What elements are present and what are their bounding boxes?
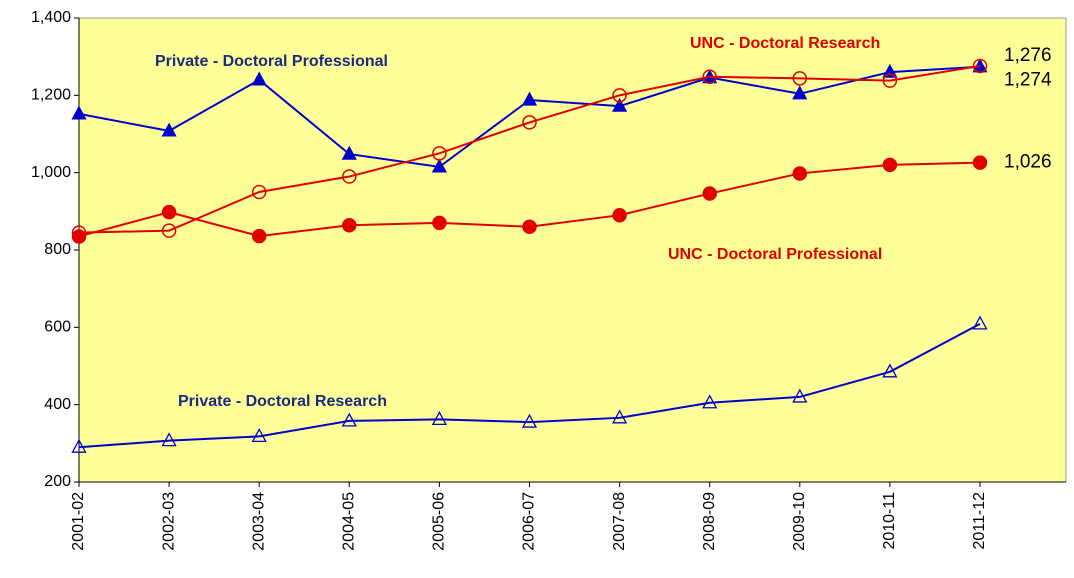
series-label: Private - Doctoral Research	[178, 393, 387, 410]
marker	[341, 145, 357, 160]
marker	[342, 218, 357, 233]
marker	[71, 229, 87, 244]
marker	[161, 223, 177, 238]
marker	[251, 184, 267, 200]
value-label: 1,276	[1004, 45, 1052, 66]
marker	[882, 73, 898, 88]
marker	[702, 69, 717, 85]
x-tick-label: 2006-07	[521, 492, 538, 551]
x-tick-label: 2002-03	[160, 492, 177, 551]
marker	[521, 413, 538, 428]
x-tick-label: 2008-09	[701, 492, 718, 551]
value-label: 1,274	[1004, 70, 1052, 91]
plot-area	[78, 17, 1067, 483]
series-label: Private - Doctoral Professional	[155, 53, 388, 70]
x-tick-label: 2004-05	[341, 492, 358, 551]
marker	[251, 428, 267, 443]
marker	[522, 219, 537, 235]
marker	[341, 412, 357, 427]
marker	[612, 409, 628, 424]
y-tick-label: 600	[44, 319, 71, 336]
marker	[612, 88, 627, 103]
marker	[431, 410, 447, 426]
marker	[161, 204, 177, 220]
y-tick-label: 1,000	[31, 164, 71, 181]
marker	[71, 438, 87, 453]
value-label: 1,026	[1004, 152, 1052, 173]
marker	[251, 228, 267, 244]
x-tick-label: 2009-10	[791, 492, 808, 551]
marker	[792, 71, 808, 86]
marker	[161, 432, 177, 447]
marker	[882, 363, 898, 378]
marker	[612, 207, 627, 223]
series-label: UNC - Doctoral Professional	[668, 246, 882, 263]
x-tick-label: 2001-02	[70, 492, 87, 551]
y-tick-label: 1,400	[31, 9, 71, 26]
marker	[972, 155, 988, 170]
marker	[972, 58, 988, 74]
x-tick-label: 2007-08	[611, 492, 628, 551]
y-tick-label: 1,200	[31, 87, 71, 104]
y-tick-label: 400	[44, 396, 71, 413]
marker	[431, 158, 447, 173]
y-tick-label: 800	[44, 241, 71, 258]
marker	[251, 71, 267, 86]
marker	[882, 63, 898, 78]
x-tick-label: 2003-04	[250, 492, 267, 551]
marker	[342, 169, 357, 184]
series-label: UNC - Doctoral Research	[690, 35, 880, 52]
x-tick-label: 2011-12	[971, 492, 988, 550]
x-tick-label: 2010-11	[881, 492, 898, 550]
marker	[161, 122, 177, 137]
marker	[612, 97, 628, 112]
series-line	[78, 322, 981, 449]
marker	[792, 166, 808, 181]
y-tick-label: 200	[44, 473, 71, 490]
marker	[792, 388, 808, 403]
series-line	[78, 64, 981, 234]
marker	[702, 394, 718, 409]
marker	[71, 105, 87, 120]
marker	[792, 85, 808, 100]
marker	[432, 146, 447, 161]
marker	[702, 186, 717, 201]
marker	[522, 115, 537, 130]
marker	[972, 315, 988, 330]
marker	[432, 215, 447, 231]
marker	[882, 157, 898, 173]
x-tick-label: 2005-06	[431, 492, 448, 551]
marker	[521, 91, 538, 106]
